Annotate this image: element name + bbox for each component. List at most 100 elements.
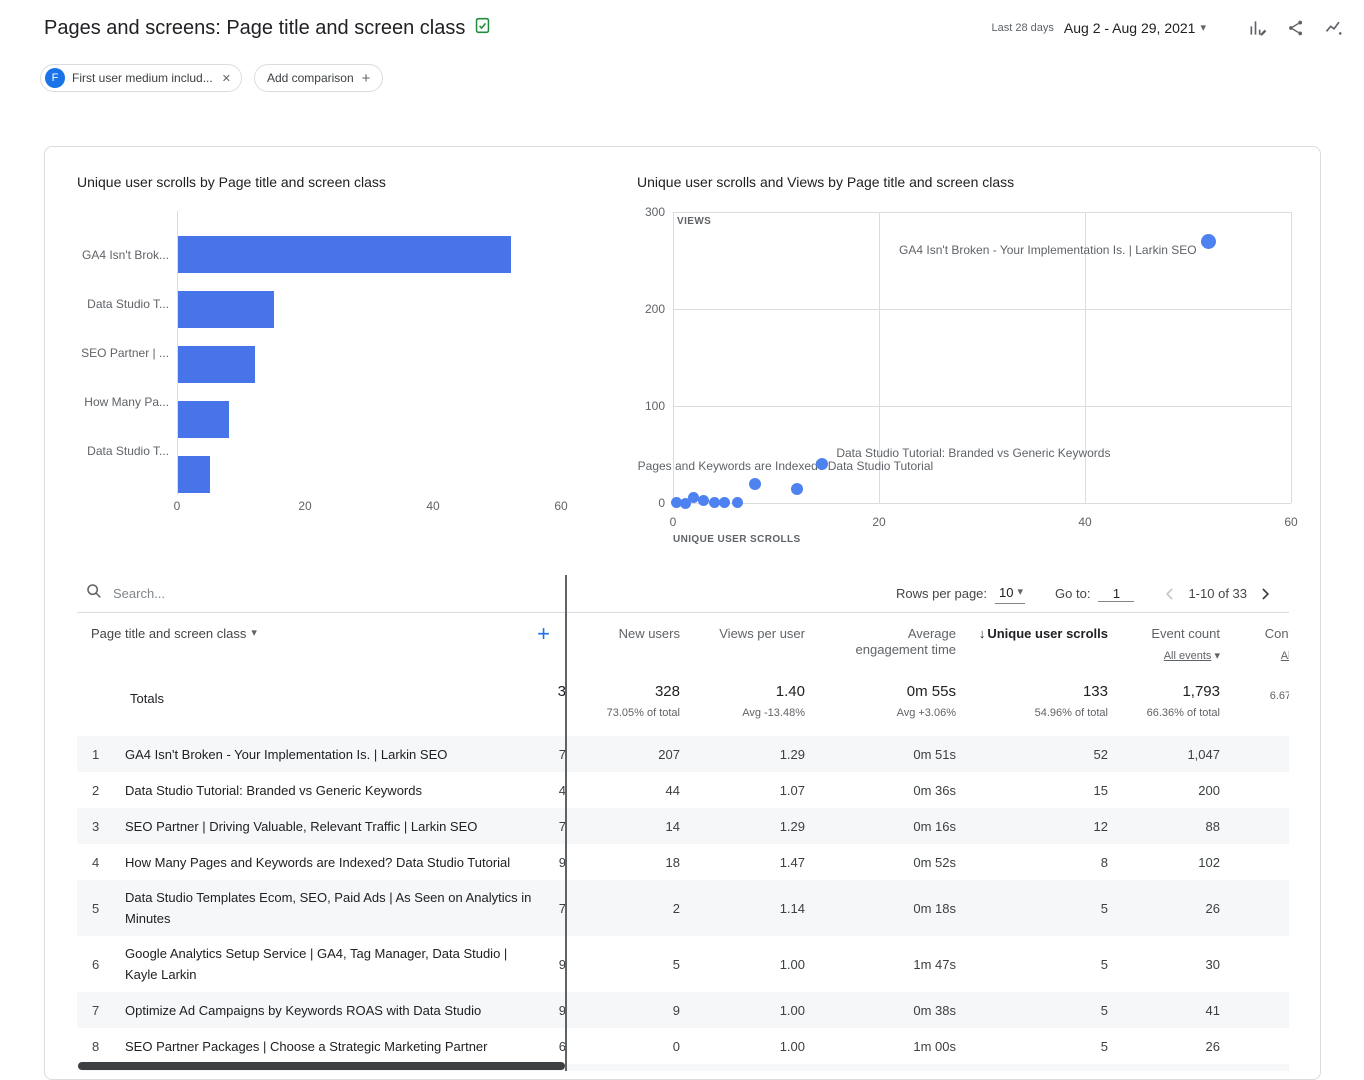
scatter-point[interactable] (708, 496, 720, 508)
page-title-text: Pages and screens: Page title and screen… (44, 17, 466, 39)
row-avg-engagement-time: 0m 18s (913, 900, 956, 916)
gridline (673, 309, 1291, 310)
sort-descending-icon: ↓ (978, 626, 986, 641)
gridline (1085, 212, 1086, 503)
previous-page-button[interactable] (1158, 582, 1182, 606)
clipped-cell: 9 (558, 956, 566, 972)
scatter-chart-block: Unique user scrolls and Views by Page ti… (637, 161, 1303, 553)
row-new-users: 14 (665, 818, 680, 834)
scatter-point[interactable] (816, 458, 829, 471)
column-header-views-per-user[interactable]: Views per user (719, 626, 805, 641)
row-avg-engagement-time: 0m 38s (913, 1002, 956, 1018)
insights-button[interactable] (1322, 16, 1346, 40)
horizontal-scrollbar[interactable] (78, 1062, 565, 1070)
scatter-point[interactable] (732, 496, 744, 508)
scatter-point[interactable] (1201, 233, 1217, 249)
column-header-unique-user-scrolls[interactable]: ↓ Unique user scrolls (978, 626, 1108, 641)
y-axis-label: VIEWS (677, 216, 712, 227)
report-card: Unique user scrolls by Page title and sc… (44, 146, 1321, 1080)
customize-report-button[interactable] (1246, 16, 1270, 40)
scatter-point[interactable] (698, 494, 710, 506)
row-event-count: 88 (1205, 818, 1220, 834)
bar[interactable] (178, 456, 210, 493)
scatter-point[interactable] (749, 477, 762, 490)
clipped-cell: 9 (558, 1002, 566, 1018)
scatter-point-annotation: How Many Pages and Keywords are Indexed?… (637, 458, 934, 473)
scatter-chart-plot: VIEWS UNIQUE USER SCROLLS 0 100 200 300 0 20 4… (637, 205, 1298, 545)
bar-category-label: Data Studio T... (87, 443, 169, 458)
row-views-per-user: 1.29 (779, 818, 805, 834)
row-number: 5 (92, 900, 100, 916)
scatter-point[interactable] (719, 496, 730, 508)
next-page-button[interactable] (1253, 582, 1277, 606)
add-column-button[interactable]: + (537, 621, 550, 646)
column-header-conversions[interactable]: Conversions All events ▾ (1220, 613, 1289, 669)
date-range-selector[interactable]: Aug 2 - Aug 29, 2021 ▾ (1064, 20, 1206, 36)
row-event-count: 102 (1198, 854, 1220, 870)
row-page-title: Data Studio Templates Ecom, SEO, Paid Ad… (125, 890, 532, 926)
row-number: 2 (92, 782, 100, 798)
row-new-users: 2 (672, 900, 680, 916)
close-icon[interactable]: ✕ (221, 72, 231, 85)
row-number: 7 (92, 1002, 100, 1018)
scatter-point[interactable] (688, 491, 700, 503)
all-events-filter[interactable]: All events ▾ (1280, 650, 1289, 662)
rows-per-page-select[interactable]: 10 ▾ (995, 583, 1026, 604)
totals-event-count: 1,793 66.36% of total (1146, 683, 1220, 719)
bar[interactable] (178, 291, 274, 328)
table-row[interactable]: 7 Optimize Ad Campaigns by Keywords ROAS … (77, 992, 1289, 1028)
row-views-per-user: 1.00 (779, 1038, 805, 1054)
bar[interactable] (178, 236, 511, 273)
table-header-row: Page title and screen class ▾ + New user… (77, 613, 1289, 669)
table-row[interactable]: 5 Data Studio Templates Ecom, SEO, Paid A… (77, 880, 1289, 936)
row-new-users: 9 (672, 1002, 680, 1018)
table-row[interactable]: 6 Google Analytics Setup Service | GA4, T… (77, 936, 1289, 992)
clipped-cell: 4 (558, 782, 566, 798)
goto-page-input[interactable] (1098, 585, 1135, 602)
clipped-cell: 3 (557, 683, 566, 700)
add-comparison-button[interactable]: Add comparison + (253, 64, 384, 92)
share-button[interactable] (1284, 16, 1308, 40)
row-new-users: 44 (665, 782, 680, 798)
row-page-title: Google Analytics Setup Service | GA4, Ta… (125, 946, 508, 982)
row-views-per-user: 1.00 (779, 1002, 805, 1018)
search-input[interactable] (113, 586, 303, 601)
row-page-title: How Many Pages and Keywords are Indexed?… (125, 854, 511, 870)
row-unique-user-scrolls: 52 (1093, 746, 1108, 762)
table-row[interactable]: 8 SEO Partner Packages | Choose a Strateg… (77, 1028, 1289, 1064)
row-unique-user-scrolls: 8 (1100, 854, 1108, 870)
table-row[interactable]: 4 How Many Pages and Keywords are Indexed… (77, 844, 1289, 880)
all-events-filter[interactable]: All events ▾ (1163, 650, 1220, 662)
data-quality-check-icon[interactable] (474, 17, 491, 40)
gridline (673, 212, 674, 503)
row-page-title: Data Studio Tutorial: Branded vs Generic… (125, 782, 422, 798)
bar[interactable] (178, 346, 255, 383)
table-body: 1 GA4 Isn't Broken - Your Implementation … (77, 736, 1289, 1071)
row-page-title: SEO Partner | Driving Valuable, Relevant… (125, 818, 478, 834)
dimension-header-cell: Page title and screen class ▾ + (77, 613, 566, 669)
date-range-text: Aug 2 - Aug 29, 2021 (1063, 20, 1196, 36)
clipped-cell: 7 (558, 818, 566, 834)
table-row[interactable]: 2 Data Studio Tutorial: Branded vs Generi… (77, 772, 1289, 808)
bar[interactable] (178, 401, 230, 438)
row-avg-engagement-time: 1m 00s (913, 1038, 956, 1054)
column-header-avg-engagement-time[interactable]: Average engagement time (855, 626, 956, 657)
column-header-new-users[interactable]: New users (618, 626, 680, 641)
row-views-per-user: 1.07 (779, 782, 805, 798)
filter-chip[interactable]: F First user medium includ... ✕ (40, 64, 242, 92)
column-resize-divider[interactable] (565, 575, 567, 1071)
totals-views-per-user: 1.40 Avg -13.48% (742, 683, 805, 719)
row-unique-user-scrolls: 5 (1100, 900, 1108, 916)
filter-chip-label: First user medium includ... (72, 71, 213, 85)
table-row[interactable]: 3 SEO Partner | Driving Valuable, Relevan… (77, 808, 1289, 844)
scatter-point[interactable] (790, 483, 803, 496)
row-unique-user-scrolls: 5 (1100, 1002, 1108, 1018)
scatter-point[interactable] (670, 496, 682, 508)
scatter-x-tick-label: 20 (872, 515, 886, 529)
scatter-point[interactable] (679, 497, 691, 509)
row-number: 4 (92, 854, 100, 870)
dimension-selector[interactable]: Page title and screen class ▾ (91, 626, 257, 641)
table-row[interactable]: 1 GA4 Isn't Broken - Your Implementation … (77, 736, 1289, 772)
column-header-event-count[interactable]: Event count All events ▾ (1108, 613, 1220, 669)
scatter-x-tick-label: 60 (1284, 515, 1298, 529)
